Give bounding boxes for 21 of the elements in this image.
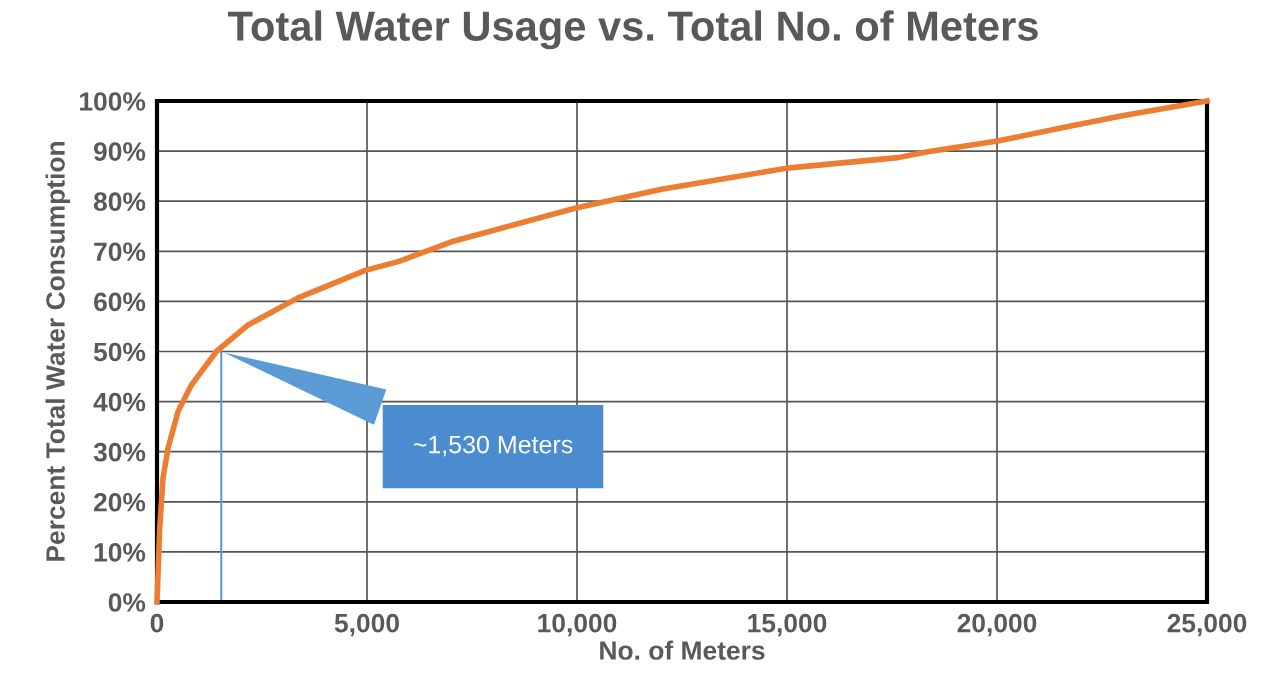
x-tick-label: 20,000 [957, 613, 1037, 637]
y-tick-label: 0% [108, 593, 146, 612]
y-tick-label: 60% [94, 292, 146, 312]
chart-title: Total Water Usage vs. Total No. of Meters [228, 10, 1038, 50]
y-axis-title: Percent Total Water Consumption [45, 142, 71, 561]
x-tick-label: 5,000 [334, 613, 399, 637]
y-tick-label: 40% [93, 392, 146, 412]
x-tick-label: 15,000 [748, 613, 827, 637]
y-tick-label: 20% [93, 492, 146, 512]
x-tick-label: 10,000 [538, 613, 617, 637]
y-tick-label: 10% [94, 543, 146, 562]
y-tick-label: 30% [93, 442, 146, 462]
x-axis-title: No. of Meters [600, 640, 765, 660]
x-tick-label: 0 [150, 613, 164, 633]
y-tick-label: 70% [94, 242, 146, 262]
y-tick-label: 80% [93, 192, 146, 212]
y-tick-label: 100% [80, 92, 146, 111]
x-tick-label: 25,000 [1167, 613, 1247, 637]
y-tick-label: 90% [93, 142, 146, 161]
annotation: ~1,530 Meters [413, 435, 573, 457]
y-tick-label: 50% [93, 342, 146, 362]
